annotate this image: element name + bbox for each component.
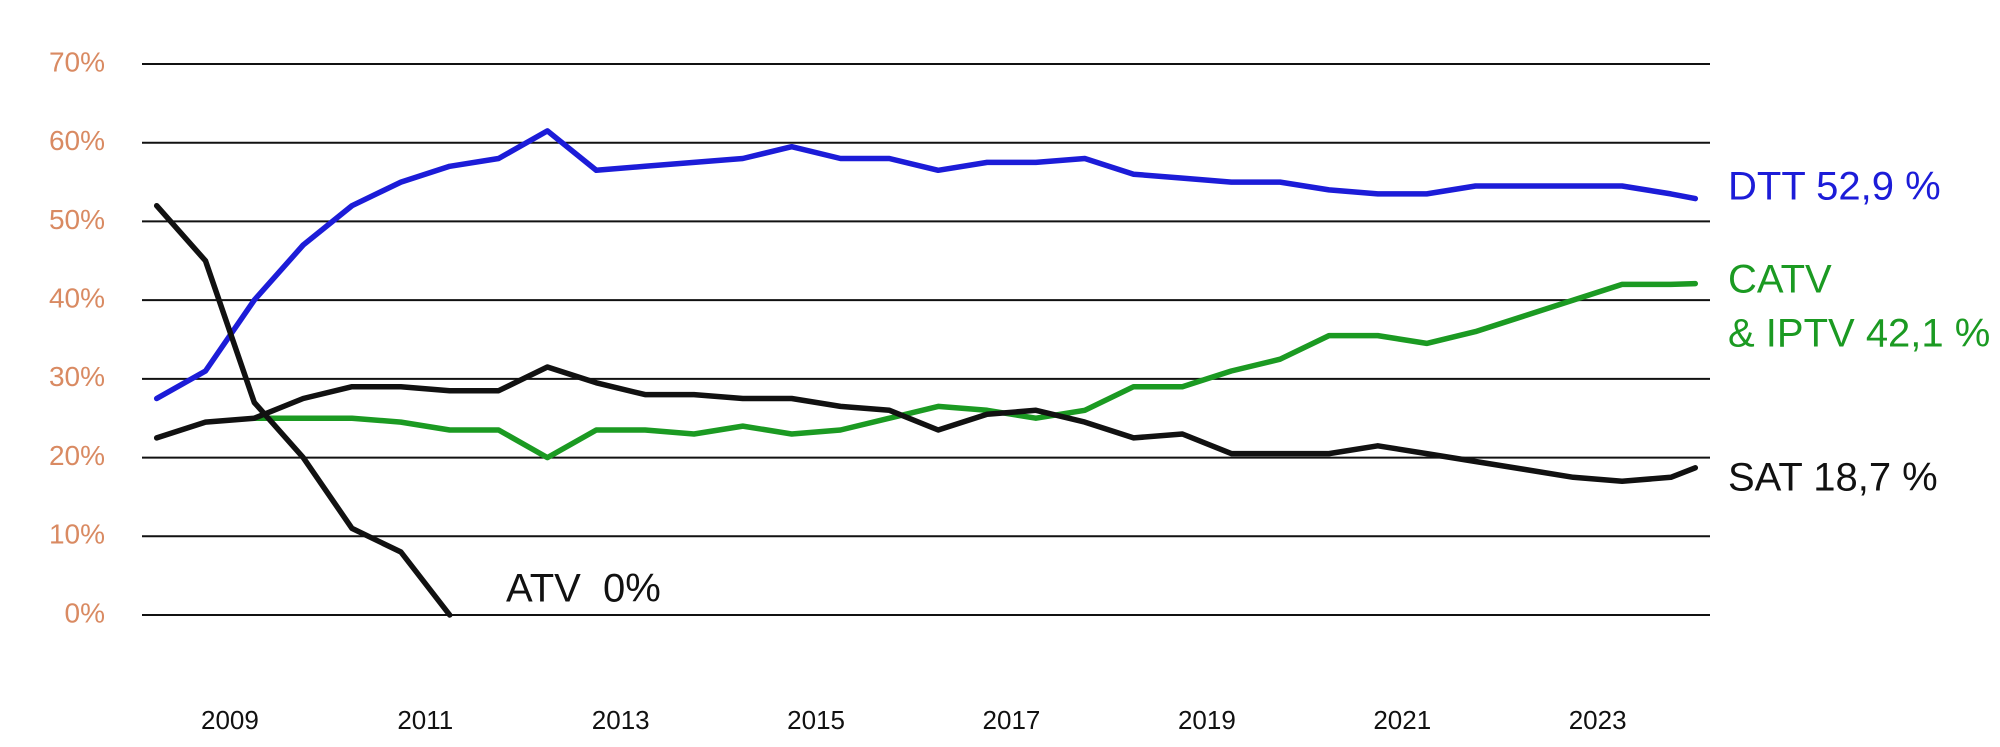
series-label: SAT 18,7 % [1728, 456, 1938, 500]
y-tick-label: 0% [65, 597, 105, 628]
series-label: & IPTV 42,1 % [1728, 312, 1990, 356]
x-tick-label: 2023 [1569, 705, 1627, 735]
x-tick-label: 2019 [1178, 705, 1236, 735]
series-line [153, 128, 1699, 402]
y-tick-label: 70% [49, 46, 105, 77]
y-tick-label: 20% [49, 440, 105, 471]
x-tick-label: 2009 [201, 705, 259, 735]
y-tick-label: 40% [49, 283, 105, 314]
series-line [153, 202, 453, 618]
series-label: DTT 52,9 % [1728, 165, 1941, 209]
x-tick-label: 2015 [787, 705, 845, 735]
y-tick-label: 30% [49, 361, 105, 392]
series-line [153, 364, 1699, 484]
x-tick-label: 2013 [592, 705, 650, 735]
y-tick-label: 50% [49, 204, 105, 235]
x-tick-label: 2017 [983, 705, 1041, 735]
y-tick-label: 60% [49, 125, 105, 156]
series-label: CATV [1728, 258, 1832, 302]
y-tick-label: 10% [49, 519, 105, 550]
series-line [251, 280, 1699, 461]
x-tick-label: 2011 [397, 705, 453, 735]
label-background [1718, 440, 1904, 496]
series-label: ATV 0% [506, 567, 661, 611]
x-tick-label: 2021 [1373, 705, 1431, 735]
